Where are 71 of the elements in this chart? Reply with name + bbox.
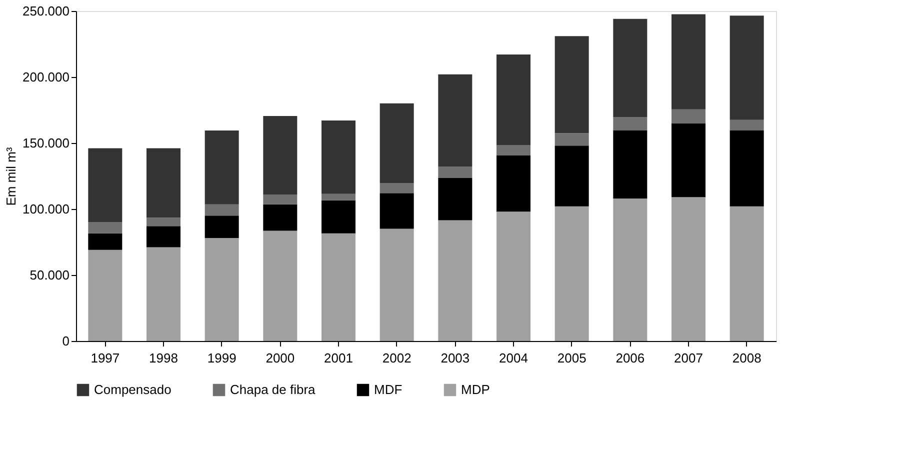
y-tick-label: 150.000 — [22, 136, 70, 150]
y-tick-label: 200.000 — [22, 70, 70, 84]
bar — [554, 133, 589, 146]
bar — [204, 216, 239, 238]
bar — [146, 226, 180, 248]
bar — [263, 116, 298, 194]
bar — [322, 233, 356, 341]
bar — [438, 220, 472, 341]
x-tick-label: 2000 — [266, 350, 295, 366]
y-tick-label: 0 — [62, 334, 70, 348]
x-tick-label: 1997 — [90, 350, 120, 366]
bar — [730, 16, 764, 120]
bar — [613, 130, 648, 198]
bar — [438, 166, 472, 178]
y-tick-label: 50.000 — [30, 268, 70, 282]
bar — [730, 206, 764, 341]
bar — [146, 247, 180, 341]
x-tick-label: 2002 — [382, 350, 412, 366]
legend-label: MDF — [374, 382, 402, 397]
bar — [204, 238, 239, 341]
bar — [263, 194, 298, 204]
bar — [730, 130, 764, 206]
y-tick-label: 100.000 — [22, 202, 70, 216]
bar — [496, 144, 530, 156]
bar — [88, 222, 122, 234]
x-tick-label: 2004 — [499, 350, 528, 366]
x-tick-label: 2006 — [616, 350, 645, 366]
bar — [204, 204, 239, 216]
bar — [496, 156, 530, 212]
bar — [554, 36, 589, 134]
bar — [496, 212, 530, 341]
bar — [263, 204, 298, 231]
legend-label: Compensado — [94, 382, 172, 397]
bar — [88, 250, 122, 341]
bar — [730, 120, 764, 130]
bar — [672, 14, 706, 110]
bar — [672, 197, 706, 341]
bar — [554, 206, 589, 341]
bar — [88, 148, 122, 222]
bar — [146, 148, 180, 218]
bar — [322, 194, 356, 200]
y-axis-title: Em mil m³ — [4, 146, 19, 206]
bar — [380, 103, 414, 184]
x-tick-label: 1999 — [207, 350, 236, 366]
legend-label: Chapa de fibra — [230, 382, 316, 397]
bar — [380, 183, 414, 194]
x-tick-label: 2003 — [440, 350, 470, 366]
bar — [322, 120, 356, 194]
bar — [380, 193, 414, 229]
bar — [613, 18, 648, 118]
bar — [672, 109, 706, 124]
bar — [672, 123, 706, 198]
bar — [263, 230, 298, 341]
x-tick-label: 2001 — [324, 350, 353, 366]
bar — [322, 200, 356, 234]
bar — [204, 130, 239, 204]
y-tick-label: 250.000 — [22, 4, 70, 18]
x-tick-label: 2007 — [674, 350, 703, 366]
x-tick-label: 2008 — [732, 350, 762, 366]
bar — [554, 146, 589, 206]
bar — [438, 74, 472, 167]
x-tick-label: 1998 — [149, 350, 178, 366]
bar — [88, 233, 122, 250]
bar — [146, 218, 180, 226]
bar — [438, 178, 472, 220]
x-tick-label: 2005 — [557, 350, 586, 366]
bar — [613, 198, 648, 341]
bar — [380, 228, 414, 341]
legend-label: MDP — [461, 382, 490, 397]
bar — [496, 54, 530, 145]
bar — [613, 117, 648, 130]
